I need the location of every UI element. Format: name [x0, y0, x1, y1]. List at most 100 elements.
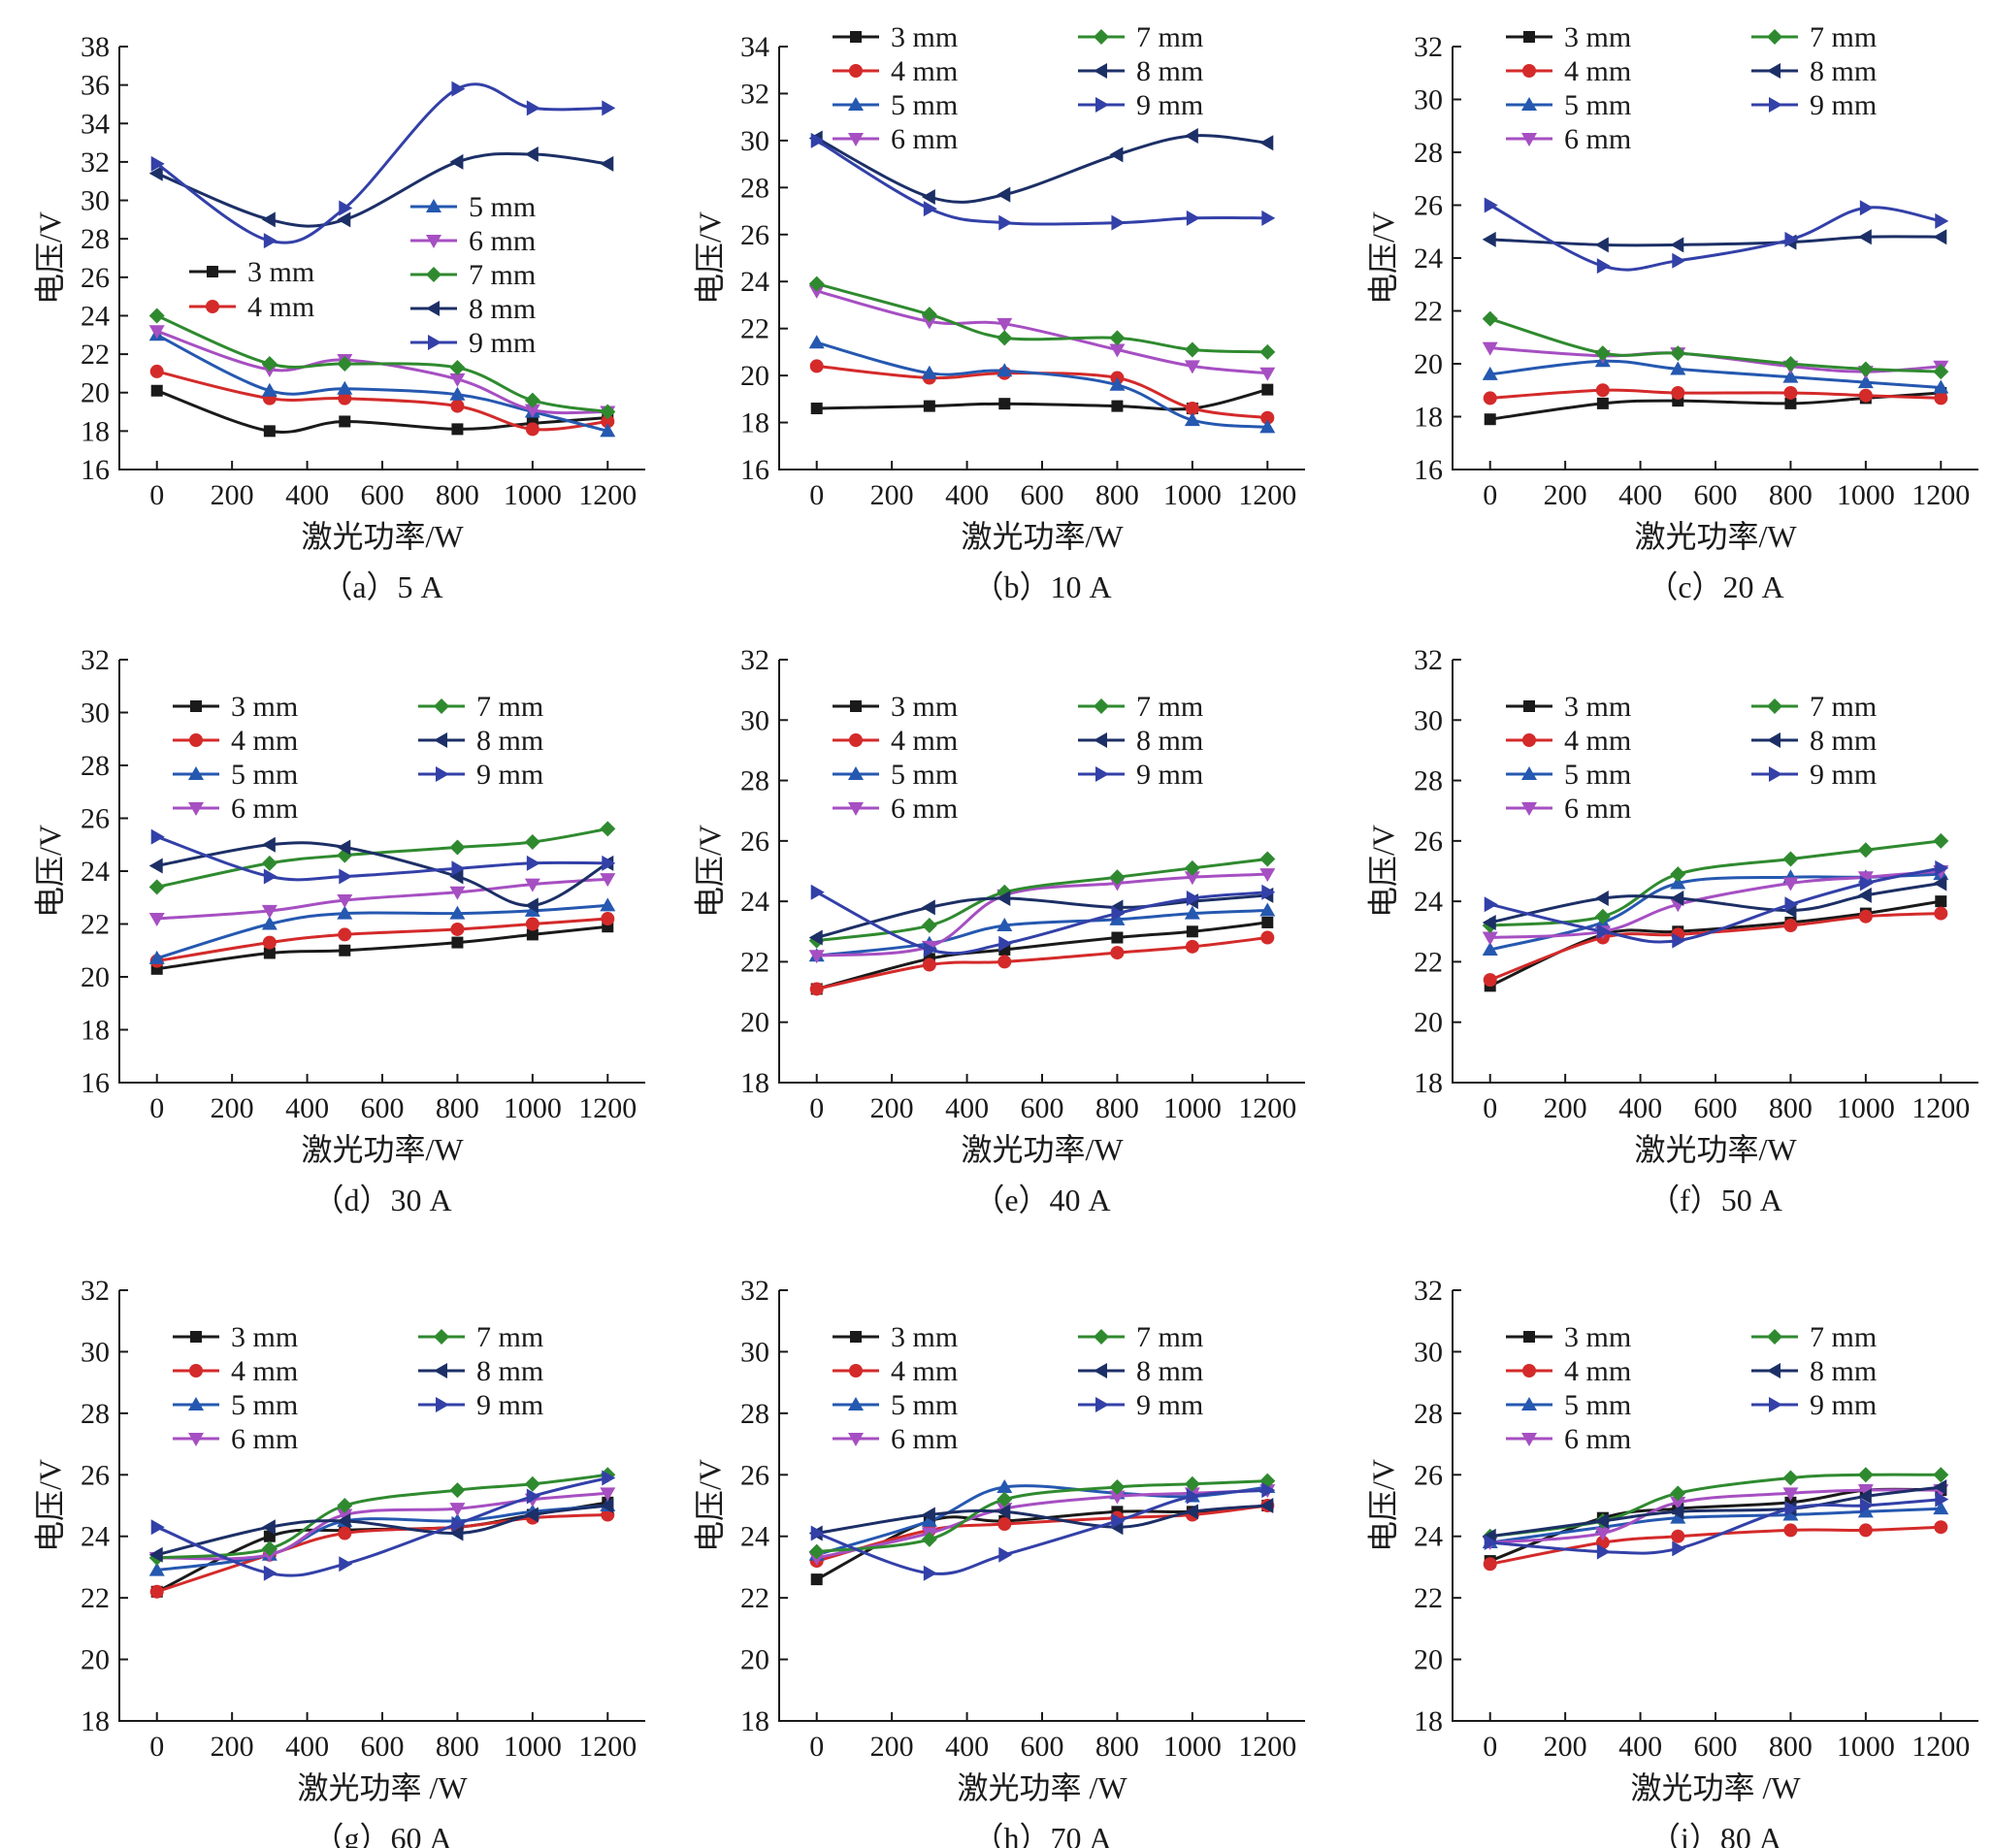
data-point: [1259, 868, 1276, 883]
data-point: [261, 836, 276, 853]
data-point: [263, 1565, 278, 1581]
data-point: [261, 211, 276, 228]
x-tick-label: 800: [1769, 1092, 1813, 1124]
data-point: [1783, 919, 1798, 933]
data-point: [808, 284, 825, 299]
data-point: [1594, 345, 1611, 362]
data-point: [339, 944, 351, 956]
x-tick-label: 800: [1769, 1731, 1813, 1763]
y-tick-label: 20: [740, 1007, 769, 1039]
y-tick-label: 22: [740, 946, 769, 978]
y-tick-label: 20: [740, 360, 769, 392]
x-tick-label: 200: [211, 1092, 254, 1124]
data-point: [263, 425, 276, 438]
data-point: [1184, 360, 1200, 374]
data-point: [810, 884, 825, 900]
data-point: [1782, 369, 1799, 383]
y-tick-label: 18: [1414, 1067, 1443, 1099]
panel-caption: （b）10 A: [972, 569, 1111, 604]
data-point: [150, 155, 165, 172]
data-point: [451, 81, 466, 97]
y-tick-label: 22: [740, 313, 769, 345]
data-point: [339, 1556, 353, 1572]
data-point: [1261, 210, 1276, 226]
data-point: [1110, 946, 1125, 960]
y-tick-label: 18: [81, 415, 110, 447]
x-tick-label: 0: [149, 1731, 164, 1763]
data-point: [996, 918, 1013, 932]
y-tick-label: 26: [740, 1459, 769, 1491]
data-point: [337, 380, 353, 395]
data-point: [338, 927, 352, 942]
data-point: [1596, 924, 1611, 940]
data-point: [921, 315, 937, 330]
data-point: [1484, 413, 1496, 426]
data-point: [600, 873, 616, 888]
data-point: [1260, 930, 1275, 945]
y-tick-label: 30: [1414, 1336, 1443, 1368]
data-point: [1184, 341, 1200, 358]
panel-caption: （c）20 A: [1647, 569, 1783, 604]
x-tick-label: 600: [1021, 1092, 1064, 1124]
y-tick-label: 32: [740, 1275, 769, 1307]
data-point: [602, 1470, 616, 1486]
legend-label: 7 mm: [469, 259, 536, 291]
y-tick-label: 28: [740, 172, 769, 204]
data-point: [923, 941, 937, 957]
legend-marker: [1767, 698, 1782, 714]
legend-marker: [188, 1397, 204, 1410]
data-point: [1935, 1491, 1949, 1508]
data-point: [996, 1491, 1013, 1508]
legend-marker: [1521, 133, 1537, 146]
legend-label: 4 mm: [231, 1355, 298, 1387]
legend-marker: [1094, 1363, 1107, 1378]
x-tick-label: 1200: [1238, 1092, 1296, 1124]
x-tick-label: 800: [1095, 479, 1139, 511]
y-tick-label: 16: [81, 1067, 110, 1099]
y-tick-label: 24: [81, 856, 110, 888]
data-point: [263, 233, 278, 249]
data-point: [149, 364, 164, 378]
y-tick-label: 30: [81, 697, 110, 729]
data-point: [1933, 364, 1949, 380]
data-point: [1596, 258, 1611, 275]
y-tick-label: 20: [1414, 1007, 1443, 1039]
y-tick-label: 22: [740, 1582, 769, 1614]
legend-marker: [848, 97, 864, 111]
data-point: [1782, 877, 1799, 892]
legend-label: 4 mm: [891, 1355, 958, 1387]
data-point: [809, 982, 824, 996]
legend-label: 3 mm: [891, 691, 958, 723]
data-point: [1782, 1487, 1799, 1502]
data-point: [1933, 875, 1947, 892]
data-point: [261, 382, 278, 397]
data-point: [1261, 916, 1274, 928]
data-point: [998, 1546, 1013, 1563]
legend-label: 5 mm: [469, 191, 536, 223]
legend-label: 3 mm: [891, 21, 958, 53]
data-point: [451, 423, 464, 436]
legend-label: 9 mm: [476, 759, 543, 791]
data-point: [150, 1519, 165, 1536]
data-point: [810, 132, 825, 148]
data-point: [1184, 1504, 1198, 1520]
legend-marker: [426, 235, 441, 248]
data-point: [261, 1540, 278, 1557]
data-point: [1933, 832, 1949, 849]
data-point: [1783, 1523, 1798, 1538]
legend-label: 5 mm: [891, 1389, 958, 1421]
legend-marker: [1521, 97, 1537, 111]
data-point: [1670, 237, 1684, 253]
data-point: [1594, 1527, 1611, 1541]
data-point: [1596, 397, 1609, 409]
legend-marker: [426, 267, 441, 282]
data-point: [1109, 869, 1126, 886]
x-tick-label: 1000: [504, 1092, 562, 1124]
data-point: [921, 307, 937, 323]
y-tick-label: 30: [740, 704, 769, 736]
data-point: [263, 868, 278, 885]
data-point: [1184, 859, 1200, 876]
y-tick-label: 28: [81, 750, 110, 782]
legend-label: 8 mm: [1810, 1355, 1877, 1387]
y-tick-label: 24: [81, 300, 110, 332]
